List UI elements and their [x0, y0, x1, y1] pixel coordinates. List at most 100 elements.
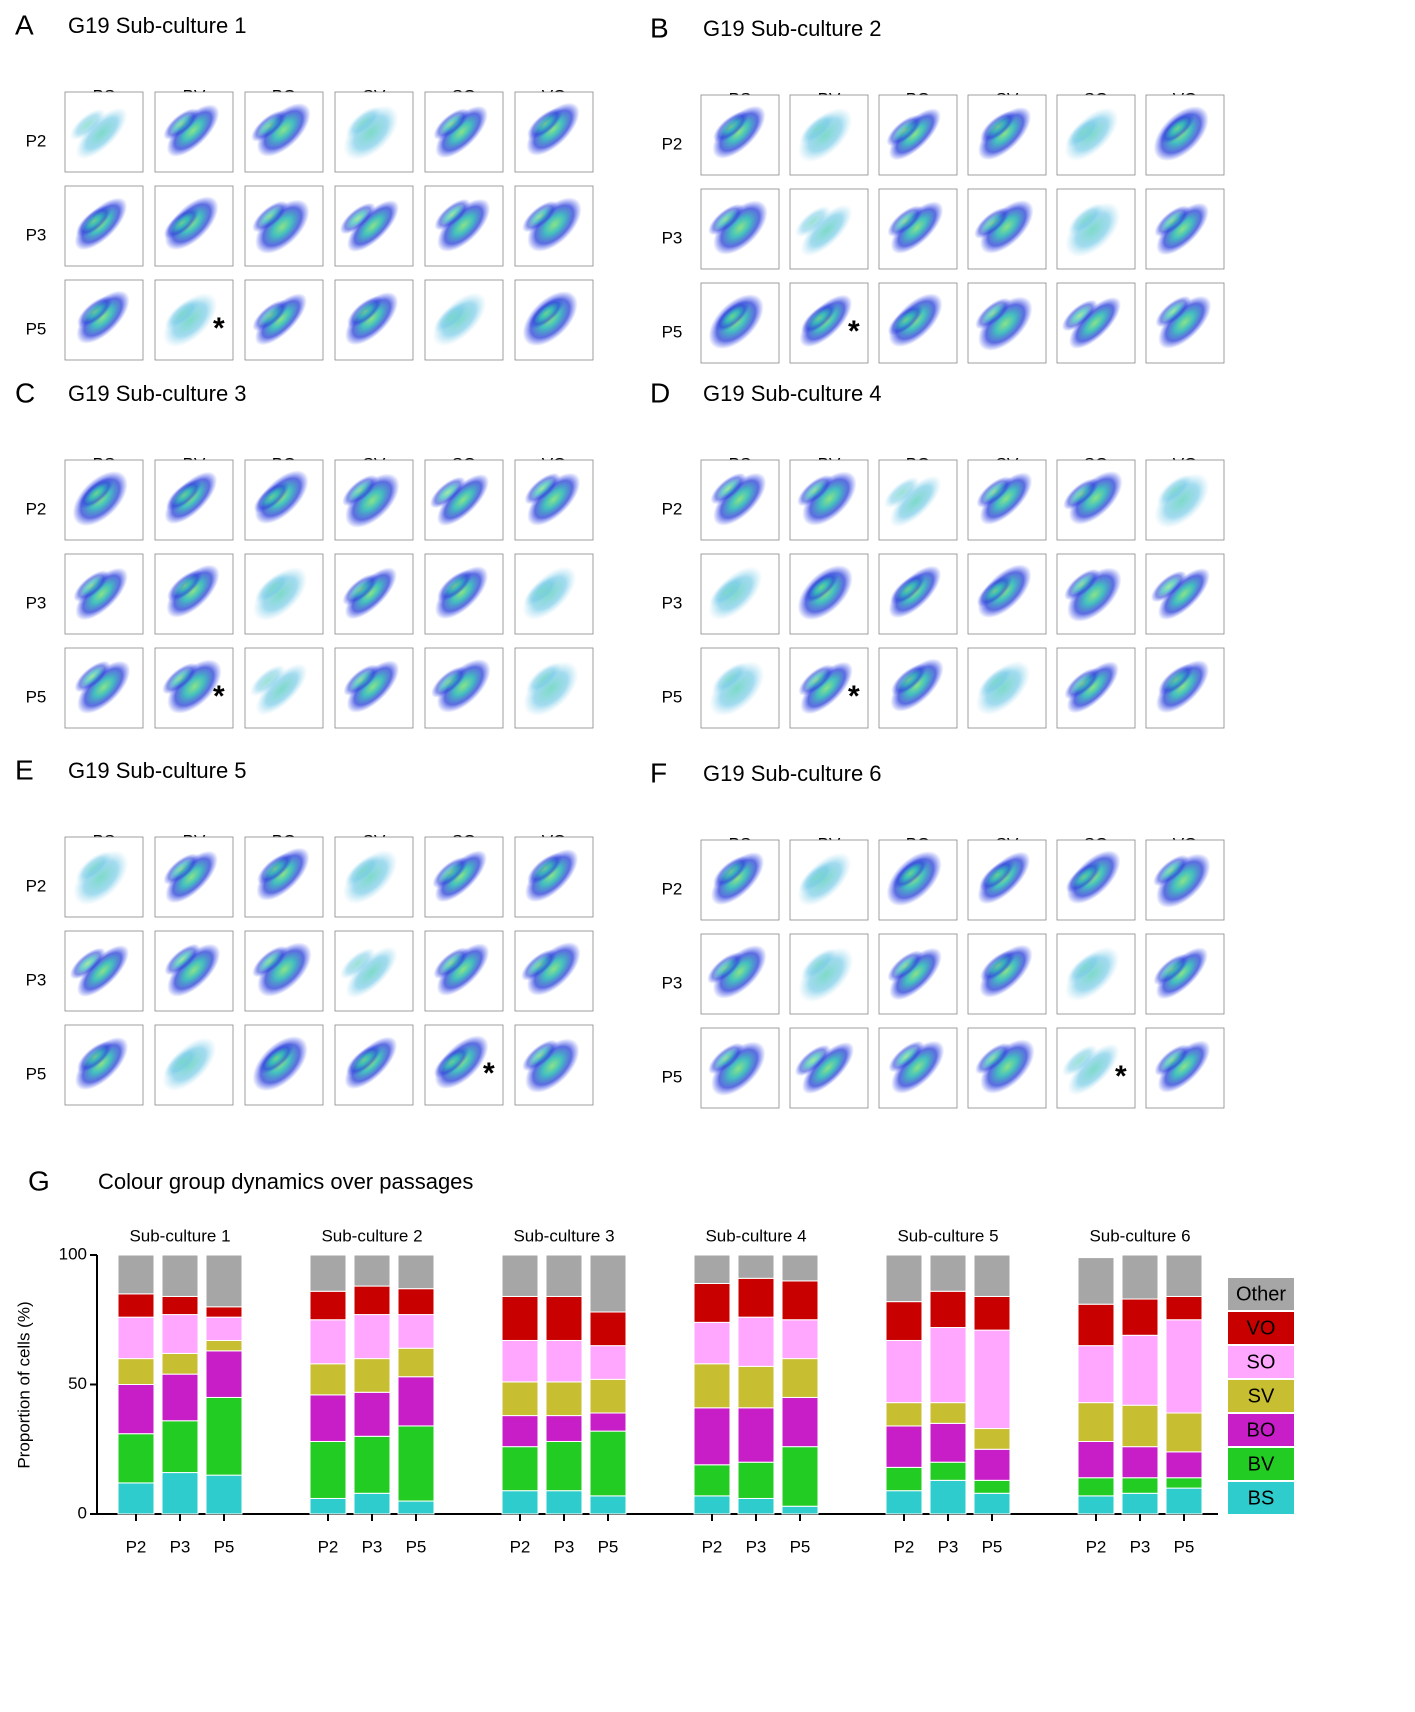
bar-segment [973, 1479, 1011, 1494]
panel-title: G19 Sub-culture 3 [68, 381, 247, 406]
x-tick-label: P3 [554, 1537, 575, 1556]
bar-segment [205, 1316, 243, 1341]
bar-segment [545, 1381, 583, 1417]
legend-label: BO [1247, 1419, 1276, 1441]
row-label: P3 [26, 593, 47, 612]
flow-plot [424, 185, 504, 267]
flow-plot [1056, 188, 1136, 270]
cell-cloud [433, 301, 470, 333]
cell-cloud [798, 861, 835, 893]
flow-plot [1056, 839, 1136, 921]
bar-segment [353, 1254, 391, 1287]
row-label: P5 [26, 1064, 47, 1083]
cell-cloud [709, 661, 765, 717]
x-tick-label: P3 [938, 1537, 959, 1556]
flow-plot [514, 647, 594, 729]
flow-plot [154, 91, 234, 173]
flow-plot [244, 91, 324, 173]
bar-segment [545, 1339, 583, 1383]
bar-segment [737, 1365, 775, 1409]
bar-segment [737, 1461, 775, 1499]
bar-segment [589, 1254, 627, 1313]
panel-label: B [650, 12, 669, 43]
bar-segment [589, 1311, 627, 1347]
flow-plot [967, 839, 1047, 921]
cell-cloud [1158, 568, 1210, 620]
flow-plot [789, 188, 869, 270]
flow-plot [1145, 1027, 1225, 1109]
cell-cloud [975, 1042, 1011, 1075]
x-tick-label: P5 [214, 1537, 235, 1556]
panel-title: G19 Sub-culture 6 [703, 761, 882, 786]
cell-cloud [527, 852, 563, 885]
flow-plot [1145, 282, 1225, 364]
bar-segment [205, 1339, 243, 1352]
bar-segment [161, 1373, 199, 1422]
cell-cloud [257, 942, 312, 997]
cell-cloud [433, 1046, 470, 1078]
panel-label: D [650, 377, 670, 408]
bar-segment [353, 1358, 391, 1393]
x-tick-label: P3 [362, 1537, 383, 1556]
cell-cloud [1065, 202, 1121, 258]
bar-segment [161, 1314, 199, 1354]
cell-cloud [521, 949, 557, 981]
row-label: P2 [662, 134, 683, 153]
cell-cloud [1158, 295, 1212, 349]
cell-cloud [1156, 202, 1209, 256]
cell-cloud [713, 472, 767, 526]
cell-cloud [252, 200, 288, 233]
bar-segment [973, 1448, 1011, 1481]
cell-cloud [528, 297, 564, 329]
cell-cloud [342, 849, 398, 905]
bar-segment [885, 1254, 923, 1303]
flow-plot [789, 94, 869, 176]
cell-cloud [525, 849, 579, 903]
group-title: Sub-culture 3 [513, 1226, 614, 1245]
flow-plot [967, 1027, 1047, 1109]
cell-cloud [978, 107, 1032, 161]
flow-plot [154, 1024, 234, 1106]
cell-cloud [166, 564, 220, 618]
cell-cloud [974, 207, 1010, 239]
bar-segment [117, 1482, 155, 1515]
bar-segment [205, 1474, 243, 1515]
cell-cloud [802, 471, 857, 526]
bar-segment [885, 1425, 923, 1468]
cell-cloud [711, 1041, 766, 1096]
bar-segment [693, 1407, 731, 1466]
flow-plot [878, 839, 958, 921]
cell-cloud [1154, 1044, 1191, 1076]
bar-segment [1121, 1404, 1159, 1448]
flow-plot [514, 91, 594, 173]
cell-cloud [794, 205, 831, 238]
cell-cloud [1061, 1044, 1098, 1077]
bar-segment [161, 1472, 199, 1515]
cell-cloud [712, 944, 767, 999]
bar-segment [1165, 1319, 1203, 1414]
flow-plot [154, 185, 234, 267]
flow-plot [1145, 94, 1225, 176]
flow-plot [244, 553, 324, 635]
cell-cloud [978, 296, 1033, 351]
cell-cloud [75, 567, 128, 621]
cell-cloud [713, 200, 768, 255]
bar-segment [589, 1412, 627, 1432]
bar-segment [501, 1254, 539, 1297]
legend-swatch [1228, 1278, 1294, 1310]
cell-cloud [347, 200, 399, 253]
bar-segment [885, 1402, 923, 1427]
bar-segment [929, 1254, 967, 1292]
bar-segment [545, 1415, 583, 1442]
cell-cloud [254, 293, 307, 346]
row-label: P3 [662, 593, 683, 612]
flow-plot [1056, 647, 1136, 729]
bar-segment [309, 1497, 347, 1515]
bar-segment [693, 1495, 731, 1515]
cell-cloud [342, 474, 378, 507]
cell-cloud [345, 473, 400, 528]
flow-plot [424, 836, 504, 918]
bar-segment [929, 1327, 967, 1404]
flow-plot [1056, 459, 1136, 541]
